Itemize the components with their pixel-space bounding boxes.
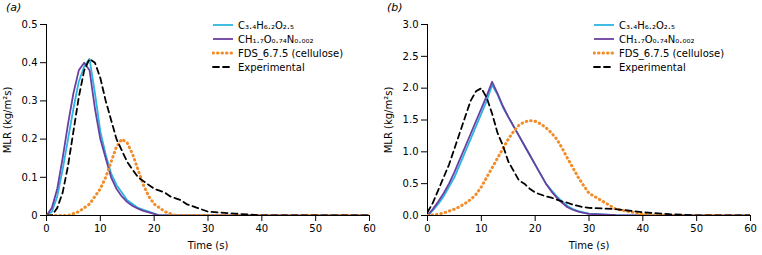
svg-text:0.1: 0.1 <box>22 172 38 183</box>
html-text:(a): (a) <box>6 1 22 14</box>
svg-text:0.2: 0.2 <box>22 133 38 144</box>
svg-text:60: 60 <box>363 223 376 234</box>
svg-text:10: 10 <box>475 223 488 234</box>
svg-text:0: 0 <box>43 223 49 234</box>
svg-text:3.0: 3.0 <box>403 19 419 30</box>
html-text:CH₁.₇O₀.₇₄N₀.₀₀₂: CH₁.₇O₀.₇₄N₀.₀₀₂ <box>238 33 314 45</box>
svg-text:40: 40 <box>255 223 268 234</box>
svg-text:0.5: 0.5 <box>22 19 38 30</box>
svg-text:10: 10 <box>94 223 107 234</box>
svg-text:60: 60 <box>744 223 757 234</box>
svg-text:0.5: 0.5 <box>403 178 419 189</box>
html-text:(b): (b) <box>387 1 403 14</box>
svg-text:0.0: 0.0 <box>403 210 419 221</box>
svg-text:MLR (kg/m²s): MLR (kg/m²s) <box>2 87 13 154</box>
svg-text:20: 20 <box>148 223 161 234</box>
html-text:Experimental: Experimental <box>619 61 686 73</box>
svg-text:0.4: 0.4 <box>22 57 38 68</box>
svg-text:Time (s): Time (s) <box>187 240 229 251</box>
svg-text:2.5: 2.5 <box>403 51 419 62</box>
html-text:C₃.₄H₆.₂O₂.₅: C₃.₄H₆.₂O₂.₅ <box>619 19 675 31</box>
svg-text:0: 0 <box>424 223 430 234</box>
svg-text:40: 40 <box>636 223 649 234</box>
svg-text:2.0: 2.0 <box>403 82 419 93</box>
svg-text:Time (s): Time (s) <box>568 240 610 251</box>
svg-text:1.5: 1.5 <box>403 114 419 125</box>
html-text:CH₁.₇O₀.₇₄N₀.₀₀₂: CH₁.₇O₀.₇₄N₀.₀₀₂ <box>619 33 695 45</box>
svg-text:20: 20 <box>529 223 542 234</box>
svg-text:30: 30 <box>583 223 596 234</box>
svg-text:MLR (kg/m²s): MLR (kg/m²s) <box>383 87 394 154</box>
html-text:FDS_6.7.5 (cellulose): FDS_6.7.5 (cellulose) <box>238 47 343 59</box>
svg-text:30: 30 <box>202 223 215 234</box>
svg-text:0.3: 0.3 <box>22 95 38 106</box>
html-text:C₃.₄H₆.₂O₂.₅: C₃.₄H₆.₂O₂.₅ <box>238 19 294 31</box>
html-text:Experimental: Experimental <box>238 61 305 73</box>
html-text:FDS_6.7.5 (cellulose): FDS_6.7.5 (cellulose) <box>619 47 724 59</box>
svg-text:1.0: 1.0 <box>403 146 419 157</box>
svg-text:50: 50 <box>309 223 322 234</box>
svg-text:50: 50 <box>690 223 703 234</box>
svg-text:0: 0 <box>31 210 37 221</box>
